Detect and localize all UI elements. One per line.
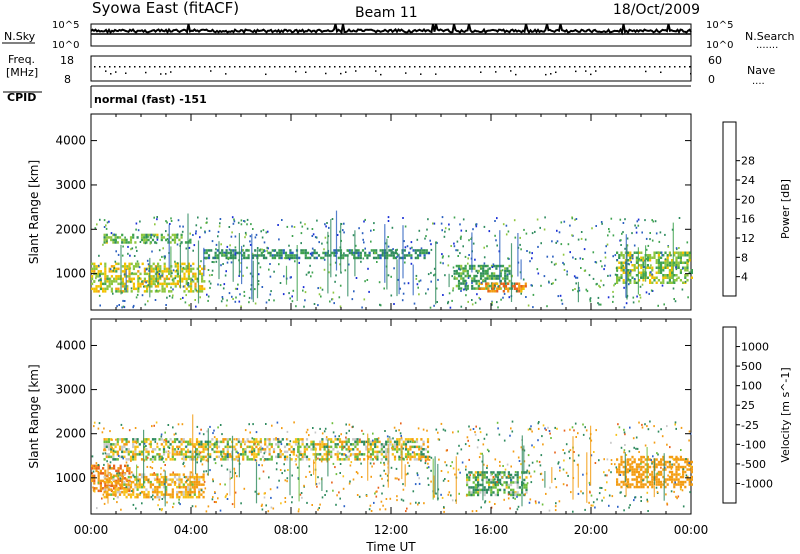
velocity-colorbar-tick: -25 — [741, 419, 759, 432]
velocity-colorbar-label: Velocity [m s^-1] — [779, 367, 792, 462]
x-tick-label: 00:00 — [674, 523, 709, 537]
beam-title: Beam 11 — [355, 5, 418, 21]
power-colorbar-tick: 16 — [741, 213, 755, 226]
nsky-tick-bottom: 10^0 — [52, 40, 79, 51]
power-ytick-label: 4000 — [55, 134, 86, 148]
cpid-label: CPID — [7, 91, 36, 104]
nave-tick-bottom: 0 — [708, 73, 715, 86]
power-colorbar-tick: 12 — [741, 232, 755, 245]
velocity-colorbar-tick: -500 — [741, 458, 766, 471]
x-tick-label: 04:00 — [174, 523, 209, 537]
velocity-ytick-label: 3000 — [55, 383, 86, 397]
power-colorbar-tick: 28 — [741, 155, 755, 168]
velocity-colorbar-tick: 1000 — [741, 341, 769, 354]
velocity-colorbar-tick: -100 — [741, 438, 766, 451]
cpid-value: normal (fast) -151 — [94, 93, 207, 106]
velocity-panel: 1000 2000 3000 4000 Slant Range [km] — [27, 318, 693, 515]
power-ytick-label: 2000 — [55, 222, 86, 236]
power-scatter — [93, 210, 693, 309]
power-ytick-label: 1000 — [55, 267, 86, 281]
velocity-ytick-label: 2000 — [55, 427, 86, 441]
velocity-ytick-label: 4000 — [55, 338, 86, 352]
velocity-colorbar-tick: 25 — [741, 399, 755, 412]
freq-tick-bottom: 8 — [64, 73, 71, 86]
velocity-ylabel: Slant Range [km] — [27, 364, 41, 468]
x-tick-label: 16:00 — [474, 523, 509, 537]
date-title: 18/Oct/2009 — [613, 2, 700, 18]
power-cells — [91, 210, 693, 309]
nsearch-label: N.Search — [745, 30, 795, 43]
freq-tick-top: 18 — [60, 54, 74, 67]
velocity-scatter — [91, 414, 692, 513]
nave-label: Nave — [747, 64, 775, 77]
velocity-colorbar-tick: 500 — [741, 360, 762, 373]
velocity-colorbar-tick: 100 — [741, 380, 762, 393]
velocity-cells — [91, 414, 693, 513]
nsky-trace — [90, 23, 692, 36]
x-tick-label: 00:00 — [74, 523, 109, 537]
nsky-tick-top: 10^5 — [52, 20, 79, 31]
freq-label-line1: Freq. — [8, 53, 35, 66]
freq-dots — [94, 66, 692, 76]
nsky-panel — [90, 23, 692, 47]
power-colorbar-tick: 24 — [741, 174, 755, 187]
power-colorbar: 4 8 12 16 20 24 28 Power [dB] — [722, 121, 792, 297]
power-ylabel: Slant Range [km] — [27, 160, 41, 264]
velocity-ytick-label: 1000 — [55, 471, 86, 485]
power-panel: 1000 2000 3000 4000 Slant Range [km] — [27, 113, 693, 311]
velocity-plot-frame — [90, 318, 692, 515]
power-colorbar-tick: 20 — [741, 193, 755, 206]
x-tick-label: 12:00 — [374, 523, 409, 537]
freq-label-line2: [MHz] — [6, 66, 38, 79]
power-ytick-label: 3000 — [55, 178, 86, 192]
station-title: Syowa East (fitACF) — [92, 0, 239, 17]
power-colorbar-label: Power [dB] — [779, 179, 792, 239]
nave-tick-top: 60 — [708, 54, 722, 67]
x-tick-label: 20:00 — [574, 523, 609, 537]
nsearch-tick-bottom: 10^0 — [706, 40, 733, 51]
velocity-colorbar: 1000 500 100 25 -25 -100 -500 -1000 Velocity [m … — [722, 326, 792, 504]
nsearch-marker: ....... — [756, 40, 778, 51]
nsky-label: N.Sky — [4, 30, 36, 43]
power-colorbar-tick: 8 — [741, 251, 748, 264]
power-region-1 — [103, 233, 192, 244]
freq-panel — [90, 55, 692, 82]
x-axis-label: Time UT — [365, 540, 416, 554]
power-region-5 — [616, 251, 693, 284]
power-region-4 — [478, 282, 527, 293]
velocity-colorbar-tick: -1000 — [741, 477, 773, 490]
power-colorbar-tick: 4 — [741, 271, 748, 284]
x-tick-label: 08:00 — [274, 523, 309, 537]
nave-marker: .... — [752, 76, 765, 87]
nsearch-tick-top: 10^5 — [706, 20, 733, 31]
